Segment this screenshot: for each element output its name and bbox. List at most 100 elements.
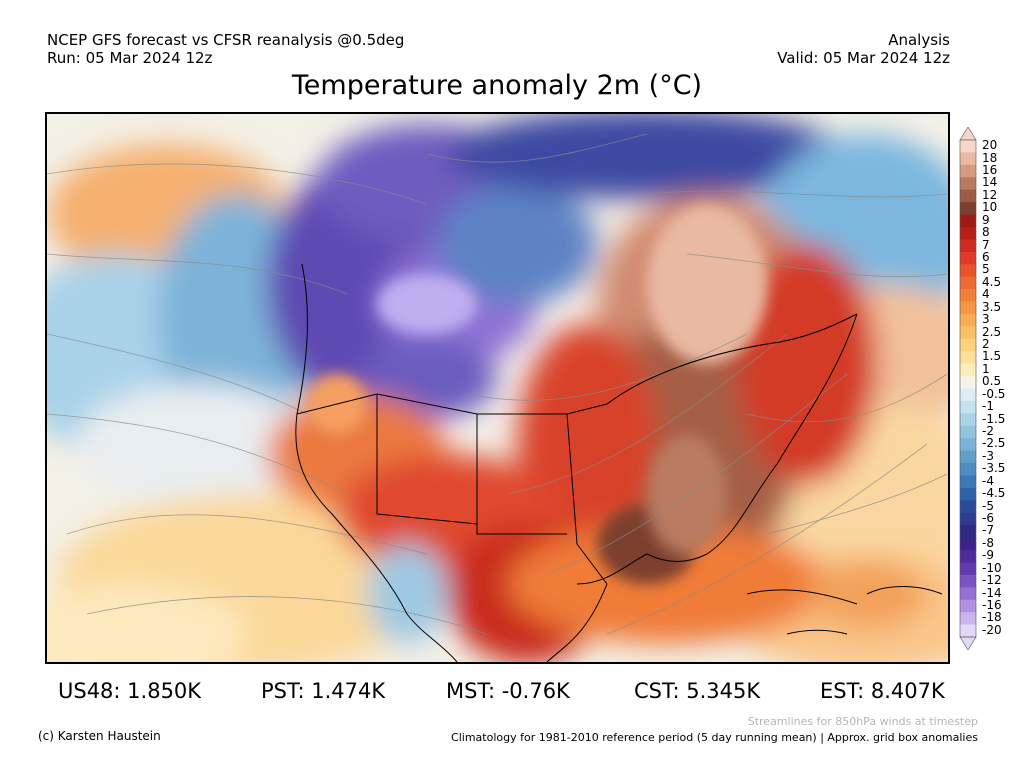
streamlines bbox=[47, 133, 948, 635]
colorbar-swatch bbox=[960, 189, 976, 203]
colorbar-swatch bbox=[960, 525, 976, 539]
colorbar-swatch bbox=[960, 276, 976, 290]
colorbar-tick-label: 1.5 bbox=[982, 349, 1002, 364]
colorbar-tick-label: -1.5 bbox=[982, 411, 1006, 426]
colorbar-tick-label: 14 bbox=[982, 175, 998, 190]
colorbar-tick-label: 8 bbox=[982, 225, 990, 240]
colorbar-swatch bbox=[960, 313, 976, 327]
colorbar-tick-label: 3 bbox=[982, 312, 990, 327]
colorbar-swatch bbox=[960, 301, 976, 315]
colorbar-tick-label: -12 bbox=[982, 573, 1002, 588]
colorbar-swatch bbox=[960, 500, 976, 514]
colorbar-swatch bbox=[960, 351, 976, 365]
colorbar-tick-label: 10 bbox=[982, 200, 998, 215]
colorbar-swatch bbox=[960, 475, 976, 489]
colorbar-swatch bbox=[960, 413, 976, 427]
stat-est: EST: 8.407K bbox=[820, 679, 945, 703]
colorbar-tick-label: -5 bbox=[982, 498, 994, 513]
colorbar-tick-label: 3.5 bbox=[982, 299, 1002, 314]
valid-time: Valid: 05 Mar 2024 12z bbox=[777, 49, 950, 67]
colorbar-swatch bbox=[960, 512, 976, 526]
anomaly-detail bbox=[307, 204, 767, 584]
colorbar-tick-label: -4.5 bbox=[982, 486, 1006, 501]
stat-mst: MST: -0.76K bbox=[446, 679, 570, 703]
colorbar-swatch bbox=[960, 463, 976, 476]
colorbar-swatch bbox=[960, 226, 976, 240]
climatology-note: Climatology for 1981-2010 reference peri… bbox=[451, 731, 978, 744]
colorbar-swatch bbox=[960, 164, 976, 178]
run-info: NCEP GFS forecast vs CFSR reanalysis @0.… bbox=[47, 31, 404, 67]
run-time: Run: 05 Mar 2024 12z bbox=[47, 49, 213, 67]
colorbar-swatch bbox=[960, 562, 976, 576]
colorbar-swatch bbox=[960, 202, 976, 216]
colorbar-swatch bbox=[960, 450, 976, 464]
colorbar-tick-label: 18 bbox=[982, 150, 998, 165]
colorbar-swatch bbox=[960, 363, 976, 377]
colorbar-tick-label: -4 bbox=[982, 473, 994, 488]
valid-info: Analysis Valid: 05 Mar 2024 12z bbox=[777, 31, 950, 67]
stat-cst: CST: 5.345K bbox=[634, 679, 761, 703]
colorbar-tick-label: 4 bbox=[982, 287, 990, 302]
colorbar-tick-label: 0.5 bbox=[982, 374, 1002, 389]
colorbar-swatch bbox=[960, 326, 976, 340]
colorbar-tick-label: -18 bbox=[982, 610, 1002, 625]
colorbar-swatch bbox=[960, 214, 976, 228]
colorbar-tick-label: -14 bbox=[982, 585, 1002, 600]
stat-pst: PST: 1.474K bbox=[261, 679, 386, 703]
colorbar-swatch bbox=[960, 289, 976, 303]
model-label: NCEP GFS forecast vs CFSR reanalysis @0.… bbox=[47, 31, 405, 49]
colorbar-tick-label: -1 bbox=[982, 399, 994, 414]
colorbar-swatch bbox=[960, 177, 976, 191]
colorbar-swatch bbox=[960, 574, 976, 588]
colorbar-tick-label: 5 bbox=[982, 262, 990, 277]
colorbar-tick-label: -2 bbox=[982, 423, 994, 438]
colorbar-swatch bbox=[960, 400, 976, 414]
colorbar-tick-label: 6 bbox=[982, 250, 990, 265]
stat-us48: US48: 1.850K bbox=[58, 679, 202, 703]
colorbar-tick-label: 16 bbox=[982, 163, 998, 178]
colorbar-swatch bbox=[960, 425, 976, 439]
colorbar-swatch bbox=[960, 376, 976, 389]
credit-text: (c) Karsten Haustein bbox=[38, 729, 161, 743]
colorbar-tick-label: 2.5 bbox=[982, 324, 1002, 339]
colorbar-tick-label: -3 bbox=[982, 448, 994, 463]
colorbar-tick-label: -8 bbox=[982, 535, 994, 550]
colorbar-swatch bbox=[960, 438, 976, 452]
colorbar-tick-label: 2 bbox=[982, 337, 990, 351]
colorbar-bottom-arrow bbox=[959, 636, 977, 650]
colorbar-swatch bbox=[960, 550, 976, 563]
colorbar-outline bbox=[959, 139, 977, 638]
colorbar-swatch bbox=[960, 487, 976, 501]
colorbar-swatch bbox=[960, 338, 976, 352]
map-canvas bbox=[47, 114, 948, 662]
colorbar-tick-label: -3.5 bbox=[982, 461, 1006, 476]
colorbar-swatch bbox=[960, 537, 976, 551]
colorbar-tick-label: -2.5 bbox=[982, 436, 1006, 451]
colorbar-tick-label: -7 bbox=[982, 523, 994, 538]
colorbar-swatch bbox=[960, 587, 976, 601]
analysis-label: Analysis bbox=[888, 31, 950, 49]
streamline-note: Streamlines for 850hPa winds at timestep bbox=[747, 715, 978, 728]
colorbar-tick-label: -10 bbox=[982, 560, 1002, 575]
colorbar-top-arrow bbox=[959, 127, 977, 141]
colorbar-swatch bbox=[960, 388, 976, 402]
colorbar-tick-label: -6 bbox=[982, 510, 994, 525]
colorbar-tick-label: 4.5 bbox=[982, 274, 1002, 289]
colorbar-tick-label: -9 bbox=[982, 548, 994, 563]
colorbar-tick-label: 12 bbox=[982, 187, 998, 202]
anomaly-field bbox=[47, 114, 948, 662]
colorbar-tick-label: 9 bbox=[982, 212, 990, 227]
colorbar-swatch bbox=[960, 251, 976, 265]
colorbar-swatch bbox=[960, 140, 976, 153]
colorbar-tick-label: -16 bbox=[982, 597, 1002, 612]
temperature-anomaly-map bbox=[45, 112, 950, 664]
colorbar-swatch bbox=[960, 264, 976, 278]
colorbar-tick-label: 1 bbox=[982, 361, 990, 376]
colorbar bbox=[959, 127, 977, 650]
colorbar-swatch bbox=[960, 239, 976, 253]
colorbar-tick-label: -20 bbox=[982, 622, 1002, 637]
colorbar-tick-label: -0.5 bbox=[982, 386, 1006, 401]
colorbar-tick-label: 7 bbox=[982, 237, 990, 252]
colorbar-swatch bbox=[960, 599, 976, 613]
colorbar-tick-label: 20 bbox=[982, 138, 998, 153]
